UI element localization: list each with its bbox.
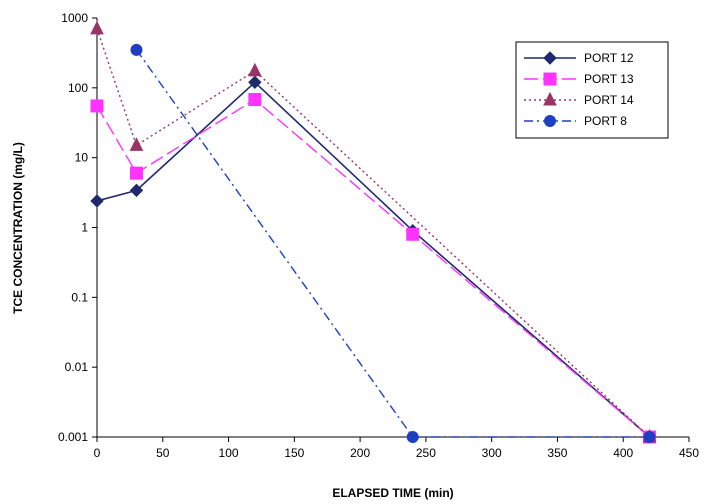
x-tick-label: 50 xyxy=(156,446,170,460)
data-point xyxy=(90,194,104,208)
legend-marker xyxy=(544,115,556,127)
x-tick-label: 250 xyxy=(416,446,436,460)
y-tick-label: 100 xyxy=(68,81,88,95)
x-tick-label: 0 xyxy=(94,446,101,460)
legend-item: PORT 12 xyxy=(524,51,634,65)
y-tick-label: 10 xyxy=(75,151,89,165)
x-tick-label: 350 xyxy=(547,446,567,460)
x-tick-label: 100 xyxy=(219,446,239,460)
legend: PORT 12 PORT 13 PORT 14 PORT 8 xyxy=(515,41,669,139)
legend-box xyxy=(515,41,669,139)
data-point xyxy=(130,43,143,56)
legend-label: PORT 13 xyxy=(584,72,634,86)
data-point xyxy=(406,227,420,241)
data-point xyxy=(90,99,104,113)
x-tick-label: 200 xyxy=(350,446,370,460)
y-tick-label: 0.01 xyxy=(65,360,89,374)
data-point xyxy=(90,20,104,35)
legend-marker xyxy=(543,51,557,65)
data-point xyxy=(248,93,262,107)
series-port-8 xyxy=(130,43,656,443)
data-point xyxy=(248,75,262,90)
y-tick-label: 0.1 xyxy=(71,290,88,304)
y-tick-label: 1 xyxy=(81,221,88,235)
legend-marker xyxy=(543,91,557,106)
legend-label: PORT 12 xyxy=(584,51,634,65)
data-point xyxy=(129,137,144,151)
data-point xyxy=(406,431,419,443)
x-axis-title: ELAPSED TIME (min) xyxy=(332,486,453,500)
x-tick-label: 300 xyxy=(482,446,502,460)
data-point xyxy=(129,183,144,198)
series-line xyxy=(96,28,651,438)
legend-label: PORT 8 xyxy=(584,114,627,128)
legend-marker xyxy=(543,72,557,86)
legend-item: PORT 14 xyxy=(524,91,634,107)
y-tick-label: 1000 xyxy=(61,11,88,25)
x-tick-label: 400 xyxy=(613,446,633,460)
data-point xyxy=(248,62,262,77)
series-port-12 xyxy=(90,75,657,444)
legend-label: PORT 14 xyxy=(584,93,634,107)
y-tick-label: 0.001 xyxy=(58,430,88,444)
y-axis-title: TCE CONCENTRATION (mg/L) xyxy=(11,142,25,314)
x-tick-label: 150 xyxy=(284,446,304,460)
data-point xyxy=(129,166,143,180)
data-point xyxy=(643,431,656,443)
legend-item: PORT 8 xyxy=(524,114,627,128)
x-tick-label: 450 xyxy=(679,446,699,460)
legend-item: PORT 13 xyxy=(524,72,634,86)
